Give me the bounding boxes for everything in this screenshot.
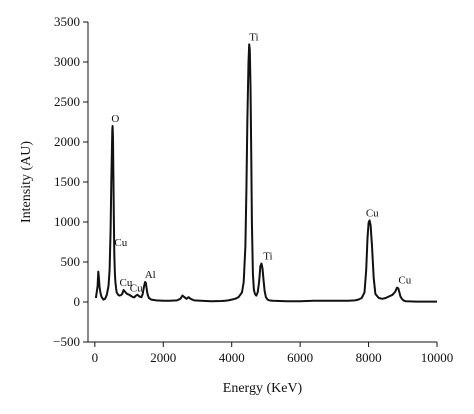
x-tick-label: 10000 [421,350,454,365]
y-tick-label: −500 [53,334,80,349]
peak-label: Cu [114,237,127,249]
peak-label: Al [145,269,156,281]
peak-label: O [111,113,119,125]
x-tick-label: 8000 [356,350,382,365]
peak-label: Ti [263,251,272,263]
x-axis-title: Energy (KeV) [223,381,303,396]
peak-label: Cu [366,207,379,219]
y-tick-label: 3000 [54,54,80,69]
y-axis-title: Intensity (AU) [19,141,34,223]
series [94,43,437,303]
peak-label: Cu [120,277,133,289]
y-tick-label: 2500 [54,94,80,109]
y-tick-label: 1000 [54,214,80,229]
y-tick-label: 0 [74,294,81,309]
x-tick-label: 4000 [219,350,245,365]
peak-label: Ti [249,31,258,43]
peak-label: Cu [398,275,411,287]
x-tick-label: 0 [92,350,99,365]
x-tick-label: 6000 [287,350,313,365]
y-tick-label: 3500 [54,14,80,29]
x-tick-label: 2000 [150,350,176,365]
y-tick-label: 2000 [54,134,80,149]
y-tick-label: 1500 [54,174,80,189]
peak-label: Cu [130,283,143,295]
series-line-0 [94,43,437,303]
ticks: −500 0 500 1000 1500 2000 2500 3000 3500 0 2000 400… [53,14,453,365]
y-tick-label: 500 [61,254,81,269]
